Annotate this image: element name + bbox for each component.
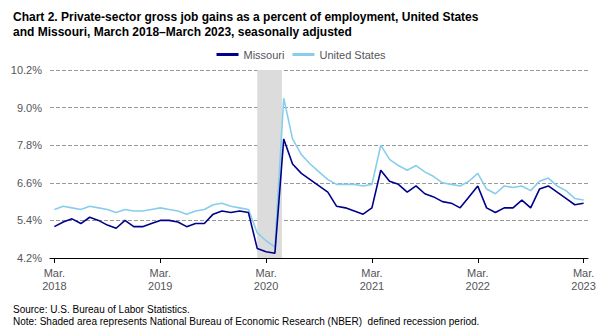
svg-text:Note: Shaded area represents N: Note: Shaded area represents National Bu… — [13, 316, 479, 327]
svg-text:United States: United States — [319, 49, 386, 61]
svg-text:Mar.: Mar. — [44, 267, 65, 279]
svg-text:and Missouri, March 2018–March: and Missouri, March 2018–March 2023, sea… — [13, 25, 352, 39]
svg-text:Mar.: Mar. — [361, 267, 382, 279]
svg-text:Source: U.S. Bureau of Labor S: Source: U.S. Bureau of Labor Statistics. — [13, 304, 190, 315]
svg-text:2021: 2021 — [360, 280, 384, 292]
svg-text:9.0%: 9.0% — [17, 102, 42, 114]
svg-text:Mar.: Mar. — [150, 267, 171, 279]
svg-text:2023: 2023 — [571, 280, 595, 292]
svg-text:Chart 2. Private-sector gross: Chart 2. Private-sector gross job gains … — [13, 10, 479, 24]
svg-text:5.4%: 5.4% — [17, 214, 42, 226]
svg-text:6.6%: 6.6% — [17, 177, 42, 189]
svg-text:7.8%: 7.8% — [17, 139, 42, 151]
svg-text:10.2%: 10.2% — [11, 64, 42, 76]
svg-text:Mar.: Mar. — [573, 267, 594, 279]
svg-text:Mar.: Mar. — [255, 267, 276, 279]
svg-text:2018: 2018 — [42, 280, 66, 292]
svg-text:2019: 2019 — [148, 280, 172, 292]
svg-text:2020: 2020 — [254, 280, 278, 292]
svg-text:Missouri: Missouri — [244, 49, 285, 61]
svg-text:4.2%: 4.2% — [17, 252, 42, 264]
svg-text:Mar.: Mar. — [467, 267, 488, 279]
svg-text:2022: 2022 — [466, 280, 490, 292]
